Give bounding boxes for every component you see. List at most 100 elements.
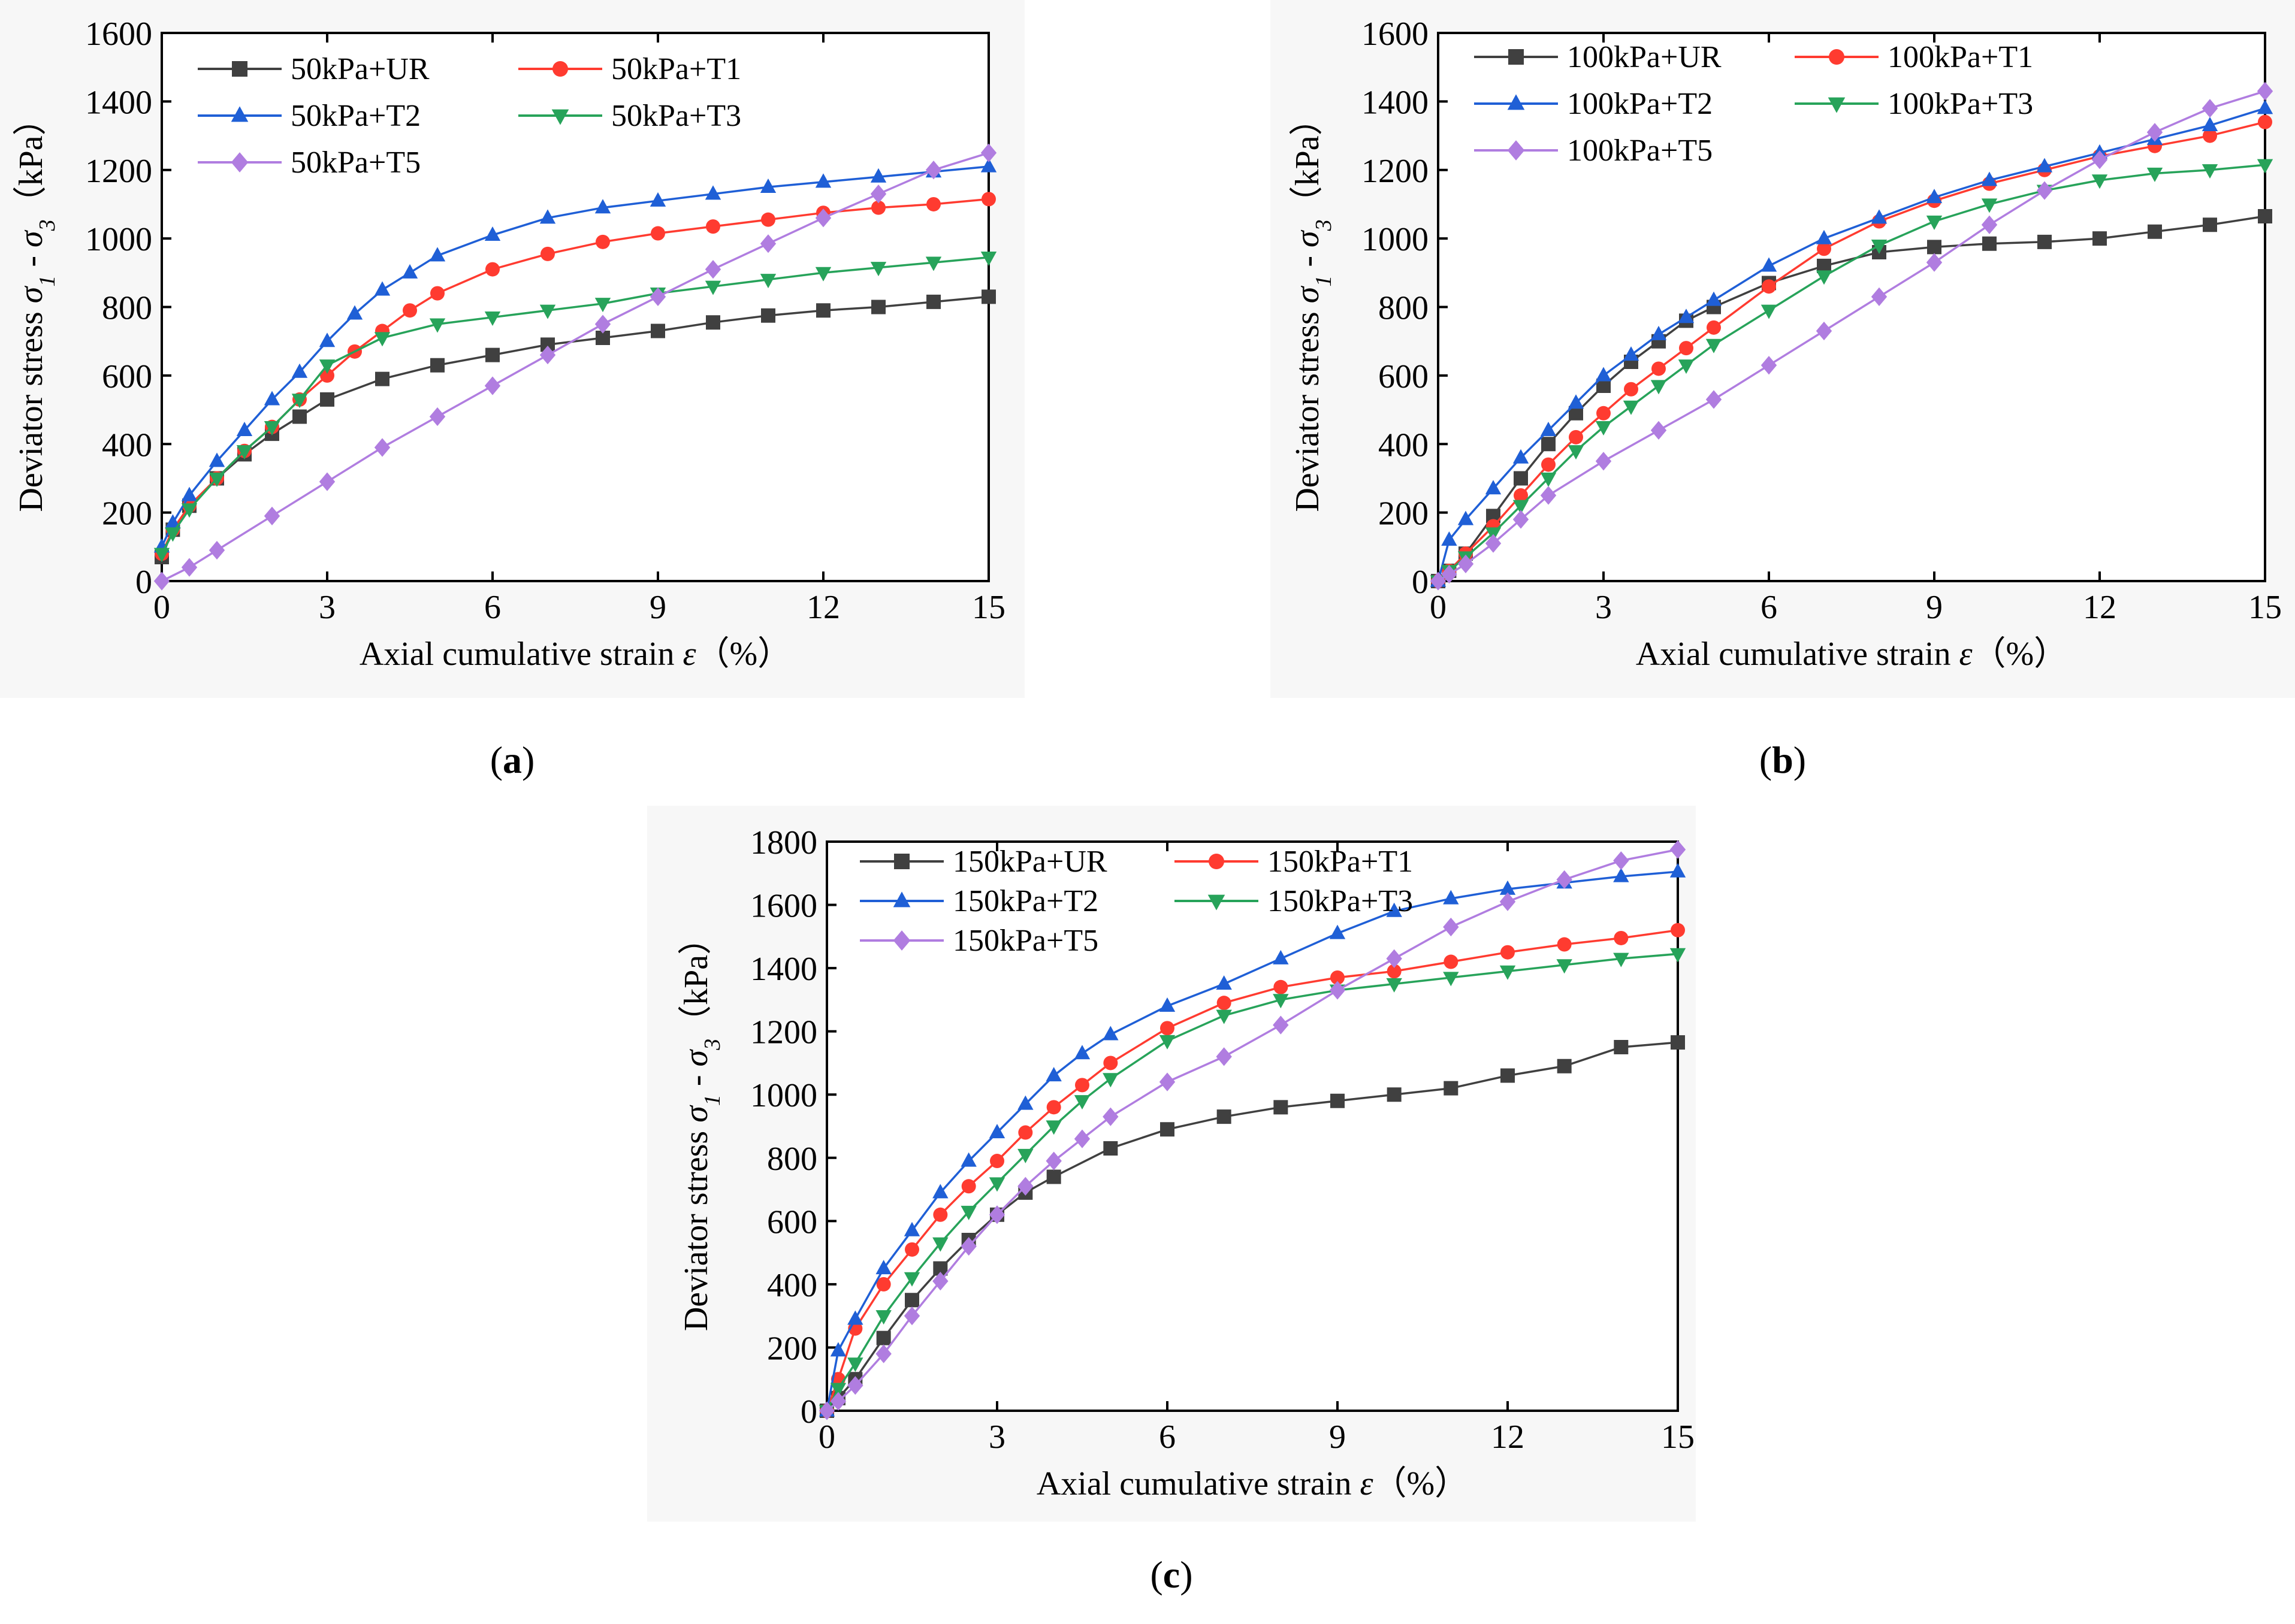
data-point — [1103, 1026, 1119, 1041]
series-line — [826, 952, 1678, 1411]
data-point — [2091, 174, 2108, 189]
data-point — [2202, 164, 2218, 179]
data-point — [1430, 571, 1447, 591]
legend-marker — [893, 930, 911, 951]
legend-item: 50kPa+T1 — [518, 52, 741, 86]
legend-item: 150kPa+T2 — [860, 884, 1098, 918]
legend-marker — [1829, 49, 1844, 65]
data-point — [1512, 449, 1529, 464]
x-tick-label: 15 — [972, 589, 1005, 626]
x-tick-label: 3 — [319, 589, 336, 626]
data-point — [1103, 1107, 1119, 1126]
y-axis-label-unit: （kPa） — [678, 921, 715, 1039]
series-50kPa+T3 — [153, 251, 997, 562]
legend-label: 150kPa+T2 — [953, 884, 1098, 918]
y-axis-label-sub1: 1 — [1311, 276, 1336, 287]
data-point — [1817, 258, 1831, 273]
y-tick-label: 800 — [102, 290, 152, 327]
data-point — [2036, 158, 2053, 173]
data-point — [925, 256, 942, 271]
data-point — [760, 274, 777, 289]
data-point — [875, 1344, 892, 1363]
data-point — [1669, 863, 1686, 878]
data-point — [429, 407, 446, 427]
y-tick-label: 1000 — [85, 221, 152, 258]
data-point — [1160, 1021, 1174, 1036]
legend-marker — [231, 106, 249, 122]
data-point — [1216, 975, 1232, 990]
y-tick-label: 400 — [102, 427, 152, 464]
data-point — [1595, 452, 1612, 471]
data-point — [870, 262, 887, 277]
data-point — [876, 1277, 891, 1292]
legend-label: 100kPa+UR — [1567, 40, 1722, 74]
y-axis-label-sub3: 3 — [35, 219, 60, 231]
data-point — [539, 304, 556, 319]
legend-label: 50kPa+T3 — [611, 99, 741, 133]
x-axis-label-unit: （%） — [1373, 1465, 1469, 1502]
data-point — [1760, 304, 1777, 319]
data-point — [1046, 1120, 1062, 1135]
y-axis-label-main: Deviator stress — [1289, 303, 1326, 512]
data-point — [1816, 229, 1832, 244]
data-point — [847, 1376, 863, 1395]
data-point — [1623, 400, 1639, 415]
data-point — [1705, 390, 1722, 409]
data-point — [1568, 445, 1584, 460]
data-point — [236, 445, 253, 460]
data-point — [319, 359, 336, 374]
legend-label: 100kPa+T1 — [1888, 40, 2033, 74]
data-point — [761, 308, 775, 323]
data-point — [1441, 564, 1457, 584]
data-point — [320, 368, 334, 383]
data-point — [1216, 1109, 1231, 1124]
data-point — [2257, 99, 2273, 114]
y-axis-label-sub1: 1 — [35, 276, 60, 287]
y-axis-label-sigma3: σ — [1289, 229, 1326, 247]
data-point — [1671, 923, 1685, 937]
data-point — [1444, 1081, 1458, 1096]
data-point — [2091, 150, 2108, 170]
data-point — [815, 208, 832, 228]
data-point — [980, 143, 997, 162]
x-axis-label-main: Axial cumulative strain — [360, 636, 683, 673]
x-axis-label-symbol: ε — [1360, 1465, 1373, 1502]
data-point — [1816, 321, 1832, 341]
data-point — [1443, 972, 1459, 987]
data-point — [1074, 1045, 1091, 1060]
data-point — [1330, 1093, 1345, 1108]
caption-open: ( — [490, 739, 503, 781]
x-tick-label: 0 — [153, 589, 170, 626]
legend-item: 150kPa+T1 — [1174, 845, 1413, 879]
data-point — [961, 1152, 977, 1167]
data-point — [594, 199, 611, 214]
legend-marker — [1507, 94, 1525, 110]
data-point — [1679, 341, 1693, 356]
data-point — [1499, 892, 1516, 911]
data-point — [830, 1383, 847, 1398]
data-point — [980, 158, 997, 173]
caption-close: ) — [1180, 1553, 1192, 1596]
data-point — [374, 281, 391, 296]
data-point — [2092, 231, 2107, 246]
y-tick-label: 1000 — [750, 1077, 817, 1114]
legend-item: 100kPa+T5 — [1474, 134, 1713, 168]
data-point — [1329, 924, 1346, 939]
data-point — [1441, 531, 1457, 546]
data-point — [539, 345, 556, 365]
data-point — [1500, 945, 1515, 960]
data-point — [2202, 99, 2218, 118]
legend-label: 150kPa+T1 — [1267, 845, 1413, 879]
data-point — [1159, 1035, 1176, 1050]
data-point — [1556, 870, 1572, 889]
y-tick-label: 400 — [1378, 427, 1429, 464]
x-tick-label: 9 — [1926, 589, 1943, 626]
data-point — [320, 392, 334, 407]
legend-label: 150kPa+T3 — [1267, 884, 1413, 918]
y-tick-label: 1600 — [750, 888, 817, 925]
legend: 50kPa+UR 50kPa+T1 50kPa+T2 50kPa+T3 50kPa+T5 — [198, 52, 741, 180]
data-point — [2203, 128, 2217, 143]
y-tick-label: 400 — [767, 1267, 817, 1304]
data-point — [1871, 287, 1888, 306]
x-tick-label: 15 — [1661, 1419, 1695, 1456]
